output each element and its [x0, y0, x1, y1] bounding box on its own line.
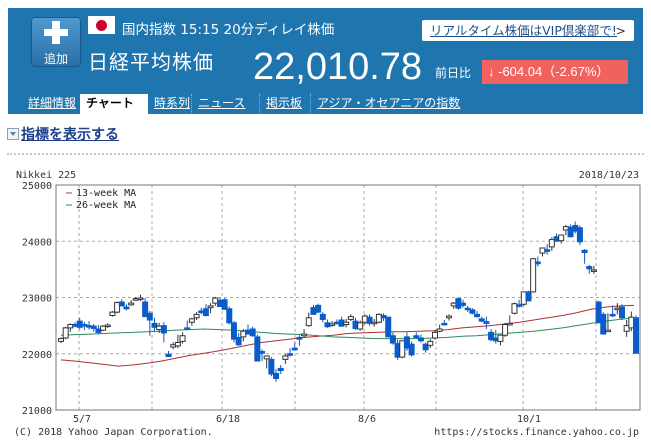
chevron-right-icon: > — [615, 23, 626, 38]
add-to-portfolio-button[interactable]: 追加 — [31, 17, 81, 67]
tab-time-series[interactable]: 時系列 — [154, 96, 191, 110]
japan-flag-icon — [88, 16, 115, 34]
tab-asia-oceania-indices[interactable]: アジア・オセアニアの指数 — [310, 94, 480, 114]
vip-realtime-link[interactable]: リアルタイム株価はVIP倶楽部で! > — [422, 20, 634, 41]
chart-date: 2018/10/23 — [578, 170, 639, 181]
tab-bar: 詳細情報 チャート 時系列 ニュース 掲示板 アジア・オセアニアの指数 — [8, 94, 643, 114]
tab-chart[interactable]: チャート — [80, 94, 148, 114]
market-subtitle: 国内指数 15:15 20分ディレイ株価 — [122, 22, 335, 38]
svg-text:24000: 24000 — [22, 237, 52, 248]
divider — [7, 153, 644, 155]
vip-link-text: リアルタイム株価はVIP倶楽部で! — [430, 23, 617, 38]
svg-text:13-week MA: 13-week MA — [76, 188, 136, 199]
svg-text:23000: 23000 — [22, 294, 52, 305]
show-indicators-toggle[interactable]: 指標を表示する — [7, 124, 119, 144]
copyright: (C) 2018 Yahoo Japan Corporation. — [14, 427, 213, 438]
source-url: https://stocks.finance.yahoo.co.jp — [434, 427, 639, 438]
tab-news[interactable]: ニュース — [191, 94, 259, 114]
svg-text:6/18: 6/18 — [216, 414, 240, 425]
svg-text:8/6: 8/6 — [358, 414, 376, 425]
expand-icon — [7, 128, 19, 140]
svg-text:21000: 21000 — [22, 406, 52, 417]
change-label: 前日比 — [435, 66, 472, 80]
down-arrow-icon: ↓ — [488, 64, 495, 79]
change-value: -604.04（-2.67%） — [498, 64, 610, 79]
svg-text:25000: 25000 — [22, 181, 52, 192]
index-title: 日経平均株価 — [88, 50, 214, 74]
chart-title: Nikkei 225 — [16, 170, 77, 181]
current-price: 22,010.78 — [253, 46, 423, 88]
change-badge: ↓ -604.04（-2.67%） — [482, 60, 628, 84]
tab-message-board[interactable]: 掲示板 — [259, 94, 314, 114]
svg-text:5/7: 5/7 — [73, 414, 91, 425]
quote-header: 追加 国内指数 15:15 20分ディレイ株価 日経平均株価 22,010.78… — [8, 8, 643, 114]
svg-text:10/1: 10/1 — [517, 414, 541, 425]
svg-text:26-week MA: 26-week MA — [76, 200, 136, 211]
svg-text:22000: 22000 — [22, 350, 52, 361]
tab-details[interactable]: 詳細情報 — [28, 96, 77, 110]
show-indicators-label: 指標を表示する — [21, 127, 119, 143]
add-button-label: 追加 — [43, 52, 68, 66]
